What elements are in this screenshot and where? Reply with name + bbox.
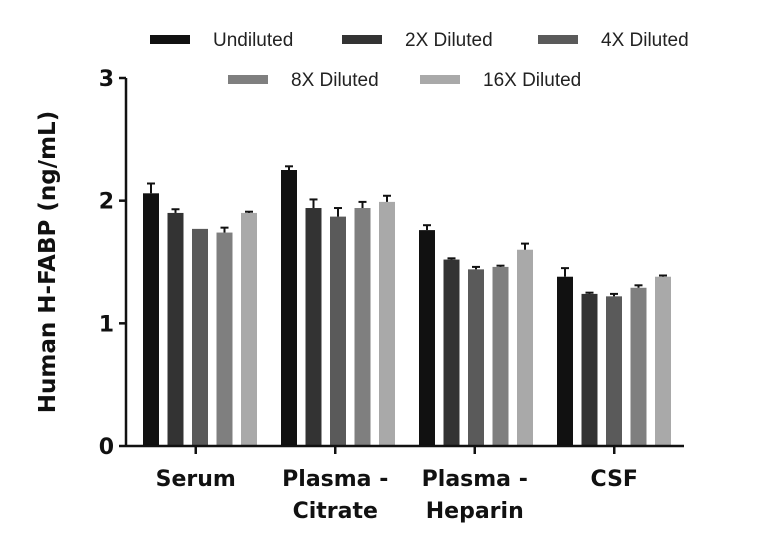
bar	[216, 232, 233, 446]
x-tick-label: Serum	[156, 467, 236, 492]
y-axis-title: Human H-FABP (ng/mL)	[35, 111, 61, 413]
legend-swatch	[538, 35, 578, 44]
legend-label: 2X Diluted	[405, 30, 493, 51]
y-tick-label: 1	[99, 312, 114, 337]
bar	[330, 216, 346, 446]
legend-swatch	[228, 75, 268, 84]
bar	[241, 212, 257, 446]
legend-label: 16X Diluted	[483, 70, 581, 91]
x-tick-label: CSF	[591, 467, 638, 492]
bar	[443, 259, 460, 446]
legend-label: Undiluted	[213, 30, 293, 51]
bar	[630, 287, 647, 446]
legend-swatch	[342, 35, 382, 44]
bar	[517, 249, 533, 446]
bar	[419, 230, 435, 446]
bar	[192, 228, 208, 446]
legend-label: 8X Diluted	[291, 70, 379, 91]
legend: Undiluted 2X Diluted 4X Diluted 8X Diluted 1…	[150, 30, 689, 91]
bar	[167, 212, 184, 446]
bar	[305, 208, 322, 446]
bar	[606, 296, 622, 446]
bars	[143, 165, 671, 446]
x-tick-label: Plasma -	[422, 467, 528, 492]
bar	[581, 293, 598, 446]
legend-swatch	[150, 35, 190, 44]
legend-label: 4X Diluted	[601, 30, 689, 51]
legend-swatch	[420, 75, 460, 84]
bar	[468, 269, 484, 446]
bar	[492, 266, 509, 446]
bar	[354, 208, 371, 446]
y-tick-label: 3	[99, 67, 114, 92]
y-tick-label: 0	[99, 435, 114, 460]
bar	[143, 193, 159, 446]
bar	[655, 276, 671, 446]
x-tick-label: Heparin	[426, 499, 524, 524]
bar	[281, 170, 297, 446]
y-tick-label: 2	[99, 190, 114, 215]
x-tick-label: Citrate	[293, 499, 378, 524]
bar	[379, 201, 395, 446]
bar	[557, 276, 573, 446]
x-tick-label: Plasma -	[282, 467, 388, 492]
axes: 0 1 2 3 Serum Plasma - Citrate Plasma - Heparin C…	[99, 67, 684, 524]
